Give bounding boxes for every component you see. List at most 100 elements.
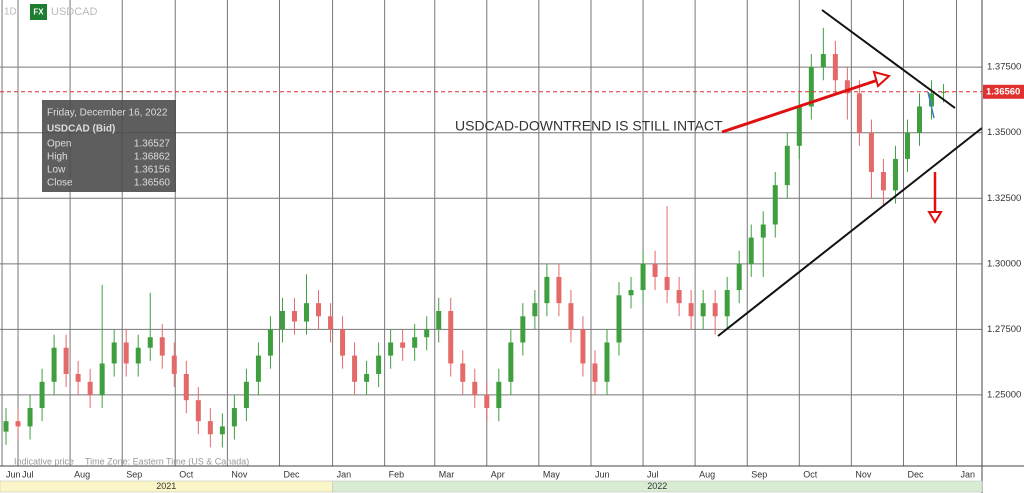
candle-body: [856, 93, 862, 133]
candle-body: [880, 172, 886, 191]
candle-body: [316, 303, 322, 317]
tooltip-row-label: High: [47, 152, 68, 163]
x-tick-label: May: [543, 469, 561, 479]
x-tick-label: Nov: [231, 469, 248, 479]
tooltip-row-value: 1.36527: [134, 139, 171, 150]
candle-body: [796, 106, 802, 146]
y-tick-label: 1.27500: [987, 324, 1021, 335]
candle-body: [929, 93, 935, 107]
tooltip-row-value: 1.36156: [134, 165, 171, 176]
x-tick-label: Mar: [439, 469, 455, 479]
tooltip-date: Friday, December 16, 2022: [47, 108, 168, 119]
candle-body: [3, 421, 9, 432]
arrow-head: [872, 70, 892, 88]
x-tick-label: Jan: [337, 469, 352, 479]
x-tick-label: Jul: [647, 469, 659, 479]
candle-body: [147, 337, 153, 348]
trend-line-small: [927, 91, 935, 119]
candle-body: [736, 263, 742, 291]
candle-body: [63, 347, 69, 374]
candle-body: [412, 337, 418, 348]
candle-body: [916, 106, 922, 133]
annotation: USDCAD-DOWNTREND IS STILL INTACT: [455, 118, 723, 134]
badge: FX: [33, 8, 44, 17]
candle-body: [135, 347, 141, 364]
candle-body: [207, 421, 213, 435]
y-tick-label: 1.32500: [987, 193, 1021, 204]
badge-box: [30, 4, 47, 20]
last-price-label: 1.36560: [986, 86, 1020, 97]
down-arrow-head: [927, 211, 943, 224]
candle-body: [700, 303, 706, 317]
x-tick-label: Aug: [74, 469, 90, 479]
candle-body: [556, 276, 562, 304]
candle-body: [436, 311, 442, 330]
candle-body: [328, 316, 334, 330]
x-tick-label: Jun: [595, 469, 610, 479]
candle-body: [604, 342, 610, 382]
candle-body: [844, 80, 850, 94]
x-tick-label: Nov: [855, 469, 872, 479]
candle-body: [159, 337, 165, 356]
candle-body: [592, 363, 598, 382]
candle-body: [676, 290, 682, 304]
tooltip: Friday, December 16, 2022 USDCAD (Bid) O…: [42, 100, 176, 192]
candle-body: [664, 276, 670, 291]
year-band: [332, 480, 983, 493]
candle-body: [688, 303, 694, 317]
candle-body: [99, 363, 105, 395]
candle-body: [748, 237, 754, 264]
candle-body: [352, 355, 358, 382]
candle-body: [75, 373, 81, 382]
candle-body: [640, 263, 646, 291]
arrow-line: [721, 78, 879, 134]
last-price-box: [983, 84, 1024, 99]
candle-body: [652, 263, 658, 277]
x-tick-label: Jan: [961, 469, 976, 479]
y-tick-label: 1.37500: [987, 62, 1021, 73]
candle-body: [484, 394, 490, 409]
tooltip-row-label: Low: [47, 165, 66, 176]
candle-body: [400, 342, 406, 348]
candle-body: [724, 290, 730, 317]
candle-body: [195, 400, 201, 422]
candle-body: [39, 381, 45, 409]
candle-body: [472, 381, 478, 395]
candle-body: [267, 329, 273, 356]
trend-line-upper: [821, 9, 956, 109]
candle-body: [832, 54, 838, 81]
tooltip-box: [42, 100, 176, 192]
year-label: 2022: [647, 481, 667, 491]
x-tick-label: Sep: [751, 469, 767, 479]
candle-body: [376, 355, 382, 374]
candle-body: [892, 158, 898, 191]
candle-body: [279, 311, 285, 330]
candle-body: [532, 303, 538, 317]
candle-body: [364, 373, 370, 382]
candle-body: [712, 303, 718, 317]
candle-body: [111, 342, 117, 364]
candle-body: [580, 329, 586, 364]
candle-body: [183, 373, 189, 401]
candle-body: [941, 91, 947, 93]
candles: [0, 27, 982, 448]
x-tick-label: Oct: [803, 469, 818, 479]
candle-body: [340, 329, 346, 356]
candle-body: [808, 67, 814, 107]
candle-body: [784, 145, 790, 186]
year-label: 2021: [156, 481, 176, 491]
x-tick-label: Apr: [491, 469, 505, 479]
candle-body: [448, 311, 454, 364]
candle-body: [628, 290, 634, 296]
interval: 1D: [4, 7, 17, 18]
candle-body: [904, 132, 910, 159]
symbol: USDCAD: [51, 6, 98, 18]
footnote: Indicative price: [14, 456, 74, 466]
y-tick-label: 1.35000: [987, 127, 1021, 138]
tooltip-title: USDCAD (Bid): [47, 124, 115, 135]
candle-body: [868, 132, 874, 173]
candle-body: [496, 381, 502, 409]
candle-body: [508, 342, 514, 382]
